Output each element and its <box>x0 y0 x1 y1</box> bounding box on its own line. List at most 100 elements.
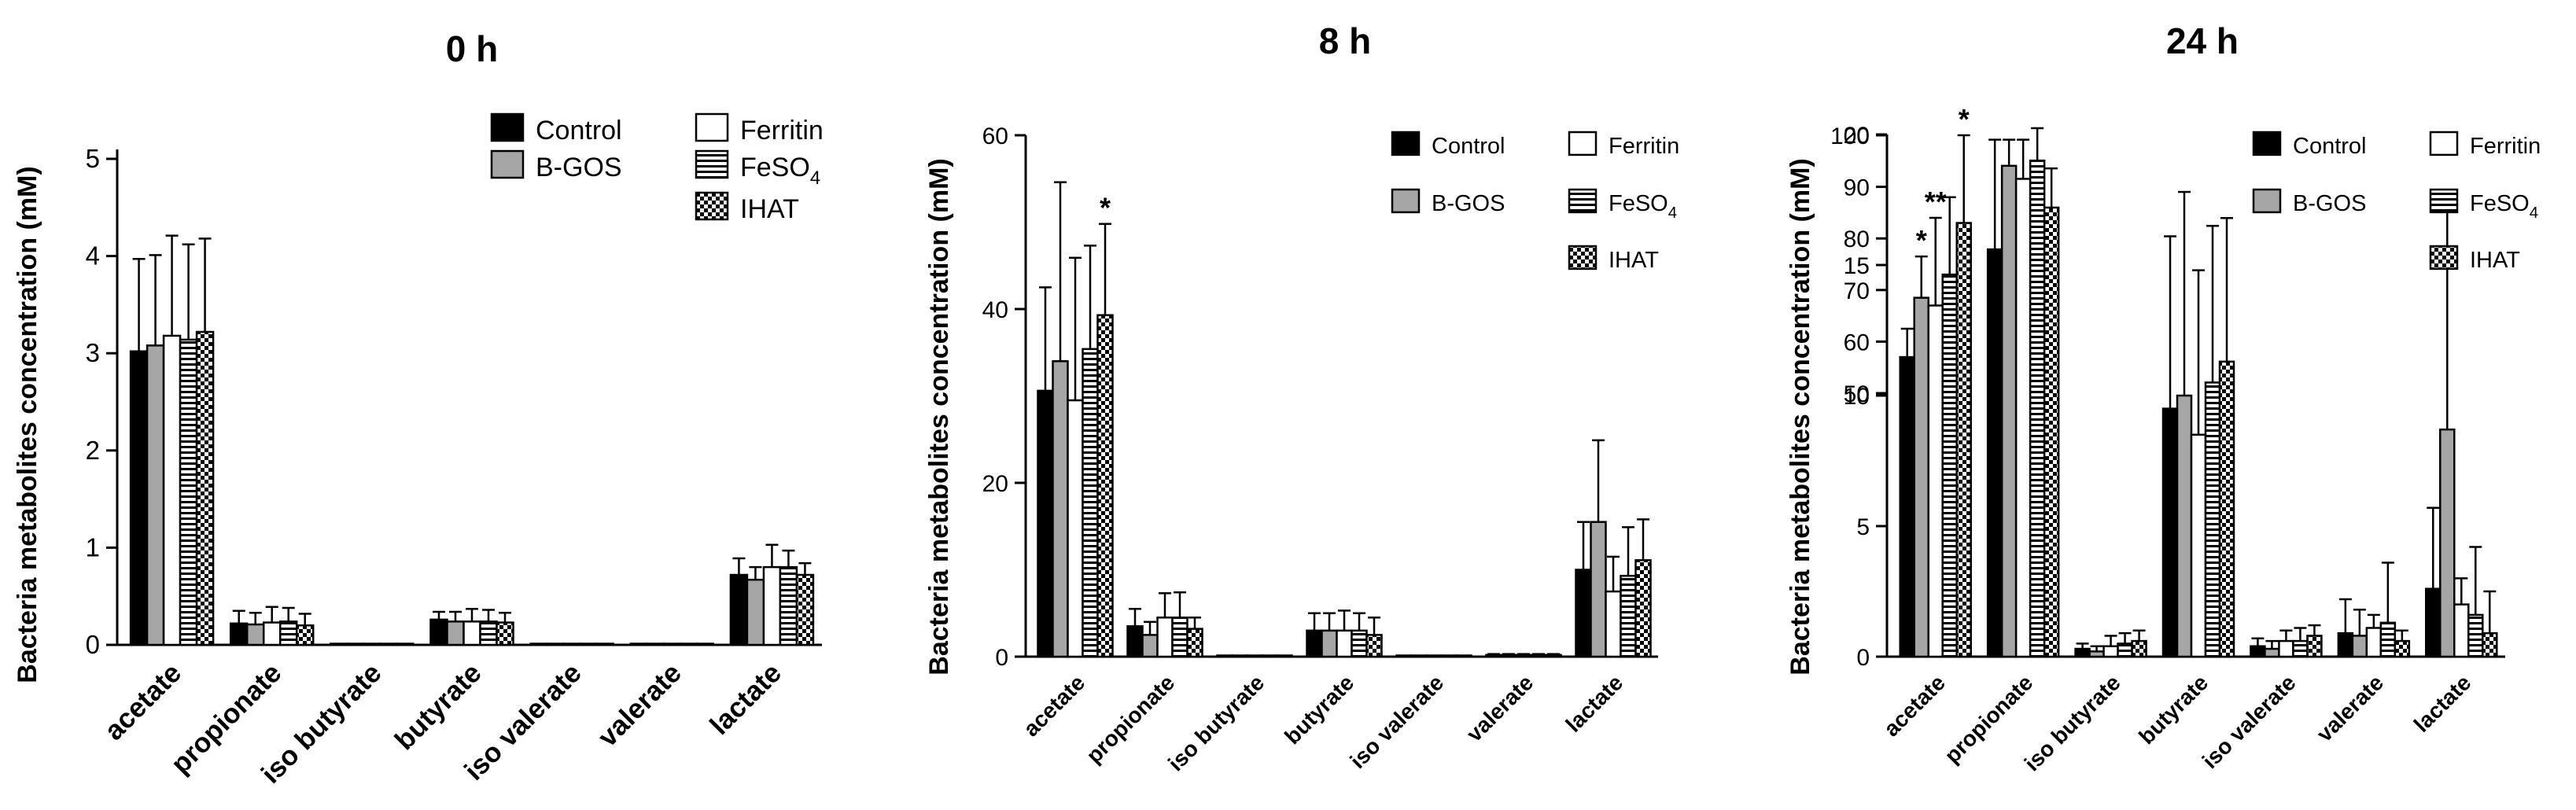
bar-ihat-iso-valerate <box>1455 654 1472 658</box>
legend-label-ihat: IHAT <box>2470 248 2520 273</box>
bar-ihat-valerate <box>1545 654 1562 658</box>
legend-swatch-ferritin <box>695 112 729 142</box>
y-tick-label: 60 <box>982 123 1008 149</box>
bar-ferritin-butyrate <box>1336 629 1353 658</box>
bar-ihat-acetate <box>195 330 215 646</box>
y-tick-label: 1 <box>86 532 100 561</box>
bar-control-iso-valerate <box>1395 654 1413 658</box>
bar-ihat-propionate <box>295 624 315 646</box>
bar-b-gos-acetate <box>146 344 165 646</box>
bar-control-valerate <box>2337 631 2354 658</box>
bar-control-valerate <box>629 642 649 646</box>
bar-ferritin-iso-butyrate <box>363 642 381 646</box>
x-tick-label: lactate <box>704 657 787 741</box>
legend-label-b-gos: B-GOS <box>536 153 622 182</box>
bar-b-gos-acetate <box>1052 360 1069 658</box>
bar-control-iso-valerate <box>2250 645 2266 658</box>
bar-b-gos-lactate <box>2439 428 2456 658</box>
x-tick-label: propionate <box>1082 670 1179 768</box>
bar-b-gos-butyrate <box>1321 629 1338 658</box>
bar-ihat-propionate <box>1186 628 1203 658</box>
bar-ferritin-iso-valerate <box>562 642 581 646</box>
legend-label-control: Control <box>1432 134 1505 159</box>
legend-swatch-feso4 <box>695 149 729 179</box>
bar-ferritin-lactate <box>2453 603 2470 658</box>
bar-control-butyrate <box>2161 407 2179 658</box>
bar-feso4-iso-butyrate <box>2117 642 2133 658</box>
bar-control-lactate <box>729 573 749 646</box>
bar-control-lactate <box>1575 569 1592 658</box>
legend-swatch-feso4 <box>2429 188 2459 214</box>
bar-ferritin-butyrate <box>2190 433 2207 658</box>
bar-ferritin-acetate <box>1927 304 1944 658</box>
legend-swatch-ihat <box>1568 245 1598 271</box>
legend-swatch-ferritin <box>1568 131 1598 156</box>
bar-ihat-butyrate <box>496 621 514 646</box>
bar-control-iso-butyrate <box>2074 647 2091 658</box>
x-tick-label: acetate <box>98 657 187 746</box>
bar-ferritin-iso-valerate <box>2278 639 2294 658</box>
y-tick-label: 5 <box>86 144 100 173</box>
bar-control-acetate <box>1899 355 1915 658</box>
x-tick-label: lactate <box>1561 670 1628 737</box>
legend-label-control: Control <box>2293 134 2367 159</box>
y-tick-label: 70 <box>1844 278 1870 304</box>
legend-swatch-control <box>2252 131 2282 156</box>
legend-label-b-gos: B-GOS <box>1432 191 1505 216</box>
legend-label-feso4: FeSO4 <box>740 153 820 189</box>
significance-marker: * <box>1959 103 1970 135</box>
y-tick-label: 0 <box>995 645 1008 671</box>
x-tick-label: lactate <box>2409 670 2476 737</box>
bar-ferritin-lactate <box>1605 590 1622 658</box>
y-tick-label: 20 <box>1844 123 1870 149</box>
bar-control-iso-valerate <box>529 642 548 646</box>
bar-ihat-iso-butyrate <box>1276 654 1293 658</box>
bar-ferritin-iso-valerate <box>1425 654 1443 658</box>
bar-b-gos-iso-valerate <box>2264 647 2280 658</box>
bar-control-propionate <box>229 622 249 646</box>
legend-label-b-gos: B-GOS <box>2293 191 2366 216</box>
y-tick-label: 10 <box>1844 384 1870 410</box>
bar-feso4-lactate <box>1620 574 1637 658</box>
bar-b-gos-iso-butyrate <box>1231 654 1248 658</box>
legend-label-feso4: FeSO4 <box>2470 191 2538 222</box>
legend-label-ihat: IHAT <box>740 194 799 224</box>
bar-ihat-propionate <box>2043 206 2060 658</box>
bar-ferritin-propionate <box>1156 617 1174 658</box>
legend-label-subscript: 4 <box>1668 204 1677 222</box>
bar-b-gos-valerate <box>1500 654 1517 658</box>
bar-ihat-lactate <box>2482 631 2498 658</box>
legend-label-control: Control <box>536 116 622 145</box>
bar-feso4-valerate <box>679 642 698 646</box>
chart-title: 24 h <box>2166 20 2239 61</box>
bar-ihat-butyrate <box>1365 634 1383 658</box>
significance-marker: * <box>1100 192 1111 224</box>
bar-feso4-propionate <box>1171 617 1188 658</box>
bar-feso4-iso-butyrate <box>379 642 398 646</box>
bar-ferritin-acetate <box>1067 399 1084 658</box>
bar-ihat-butyrate <box>2218 360 2235 658</box>
bar-b-gos-acetate <box>1913 296 1929 658</box>
bar-feso4-iso-valerate <box>2292 639 2309 658</box>
chart-title: 8 h <box>1319 20 1371 61</box>
bar-ihat-valerate <box>2394 639 2411 658</box>
legend-swatch-ferritin <box>2429 131 2459 156</box>
legend-label-ferritin: Ferritin <box>740 116 824 145</box>
bar-feso4-acetate <box>1082 348 1099 658</box>
bar-feso4-iso-valerate <box>579 642 598 646</box>
bar-control-propionate <box>1126 625 1144 658</box>
x-tick-label: valerate <box>1461 670 1538 746</box>
bar-feso4-acetate <box>179 338 198 646</box>
bar-control-acetate <box>129 350 149 646</box>
bar-ferritin-valerate <box>2365 627 2383 658</box>
legend-label-subscript: 4 <box>2530 204 2538 222</box>
bar-feso4-butyrate <box>2204 381 2221 658</box>
bar-ihat-valerate <box>695 642 715 646</box>
x-tick-label: acetate <box>1879 670 1950 741</box>
y-tick-label: 4 <box>86 241 100 271</box>
bar-feso4-acetate <box>1941 273 1958 658</box>
y-tick-label: 50 <box>1844 381 1870 407</box>
chart-panel-2: 24 h 50 60 70 80 90 100 0 5 10 15 20 Bacteria metabo… <box>1786 20 2541 775</box>
bar-feso4-lactate <box>2467 613 2484 658</box>
